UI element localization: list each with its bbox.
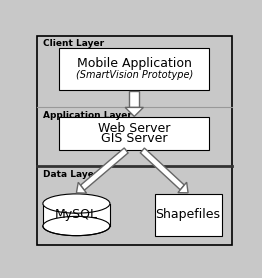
Text: (SmartVision Prototype): (SmartVision Prototype) [76,70,193,80]
Text: Application Layer: Application Layer [43,111,132,120]
Polygon shape [77,182,86,193]
Text: Mobile Application: Mobile Application [77,57,192,70]
Polygon shape [140,148,184,190]
Text: Web Server: Web Server [98,121,171,135]
Bar [59,117,209,150]
Text: Shapefiles: Shapefiles [156,208,221,221]
Text: Data Layer: Data Layer [43,170,98,179]
Ellipse shape [43,216,110,236]
Ellipse shape [43,194,110,213]
Text: Client Layer: Client Layer [43,39,104,48]
Polygon shape [125,107,143,116]
Bar [43,203,110,226]
Bar [155,194,222,236]
Polygon shape [80,148,128,190]
Bar [59,48,209,90]
Polygon shape [178,182,188,193]
Text: MySQL: MySQL [55,208,98,221]
Polygon shape [129,91,139,107]
Text: GIS Server: GIS Server [101,132,167,145]
